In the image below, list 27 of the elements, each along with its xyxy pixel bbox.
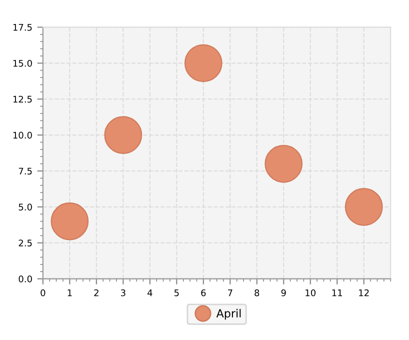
x-tick-label: 2 bbox=[94, 289, 98, 296]
y-tick-label: 17.5 bbox=[13, 24, 32, 31]
point bbox=[344, 188, 383, 226]
legend-label: April bbox=[216, 308, 241, 320]
x-tick-label: 8 bbox=[254, 289, 260, 296]
x-tick-label: 1 bbox=[68, 289, 72, 296]
x-tick-label: 11 bbox=[332, 289, 342, 296]
x-tick-label: 9 bbox=[281, 289, 286, 296]
point bbox=[104, 116, 142, 154]
point bbox=[264, 144, 303, 183]
x-tick-label: 3 bbox=[120, 289, 126, 296]
x-tick-label: 10 bbox=[306, 289, 316, 296]
y-tick-label: 0.0 bbox=[18, 276, 32, 282]
x-tick-label: 6 bbox=[201, 289, 206, 296]
x-tick-label: 12 bbox=[359, 289, 369, 296]
y-tick-label: 2.5 bbox=[18, 240, 32, 246]
x-tick-label: 4 bbox=[147, 289, 152, 296]
y-tick-label: 10.0 bbox=[13, 132, 32, 139]
point bbox=[50, 202, 89, 240]
y-tick-label: 12.5 bbox=[13, 96, 32, 103]
y-tick-label: 5.0 bbox=[18, 204, 32, 210]
x-tick-label: 7 bbox=[228, 289, 232, 296]
point bbox=[184, 44, 222, 82]
x-tick-label: 5 bbox=[174, 289, 179, 296]
y-tick-label: 15.0 bbox=[13, 60, 32, 67]
x-tick-label: 0 bbox=[40, 289, 46, 296]
y-tick-label: 7.5 bbox=[18, 168, 32, 175]
